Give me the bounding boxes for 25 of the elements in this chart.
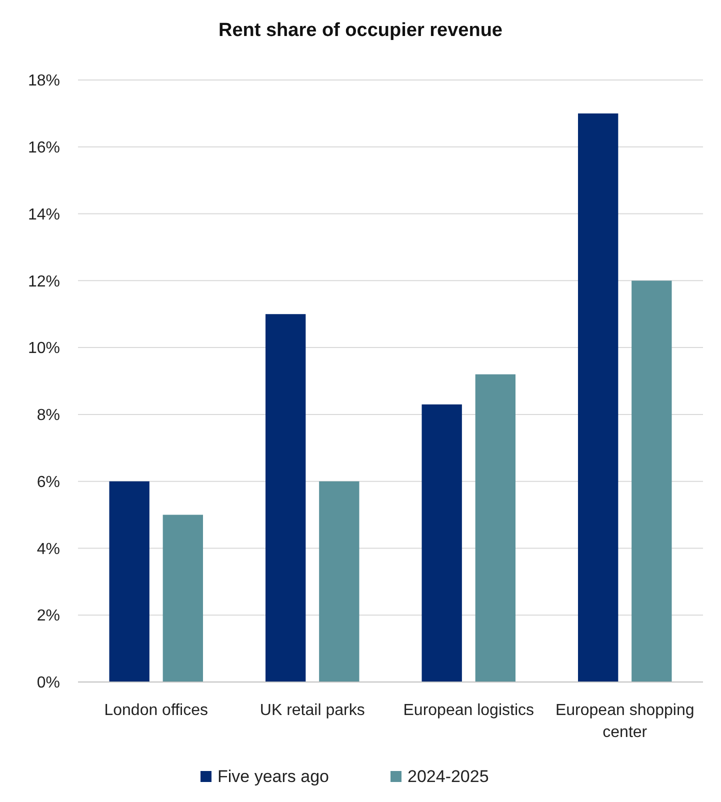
x-tick-label: UK retail parks [260, 702, 365, 719]
y-tick-label: 12% [28, 273, 60, 290]
chart-title: Rent share of occupier revenue [218, 20, 503, 41]
x-tick-label: European logistics [403, 702, 534, 719]
bar [266, 314, 306, 682]
y-tick-label: 18% [28, 72, 60, 90]
y-tick-label: 2% [36, 608, 60, 625]
y-tick-label: 8% [36, 407, 60, 424]
bar [422, 404, 462, 682]
y-tick-label: 14% [28, 206, 60, 224]
x-tick-label: European shopping center [555, 702, 694, 741]
bar [475, 374, 516, 682]
y-tick-label: 0% [36, 674, 60, 692]
bar [162, 514, 203, 682]
y-tick-label: 4% [36, 540, 60, 558]
legend-label: Five years ago [218, 767, 329, 786]
y-tick-label: 10% [28, 340, 60, 358]
bar [632, 280, 672, 682]
bar [578, 113, 618, 682]
bar [319, 481, 360, 682]
bar [109, 481, 150, 682]
legend-label: 2024-2025 [408, 767, 489, 786]
x-tick-label: London offices [104, 702, 208, 719]
y-tick-label: 16% [28, 139, 60, 156]
y-tick-label: 6% [36, 474, 60, 491]
